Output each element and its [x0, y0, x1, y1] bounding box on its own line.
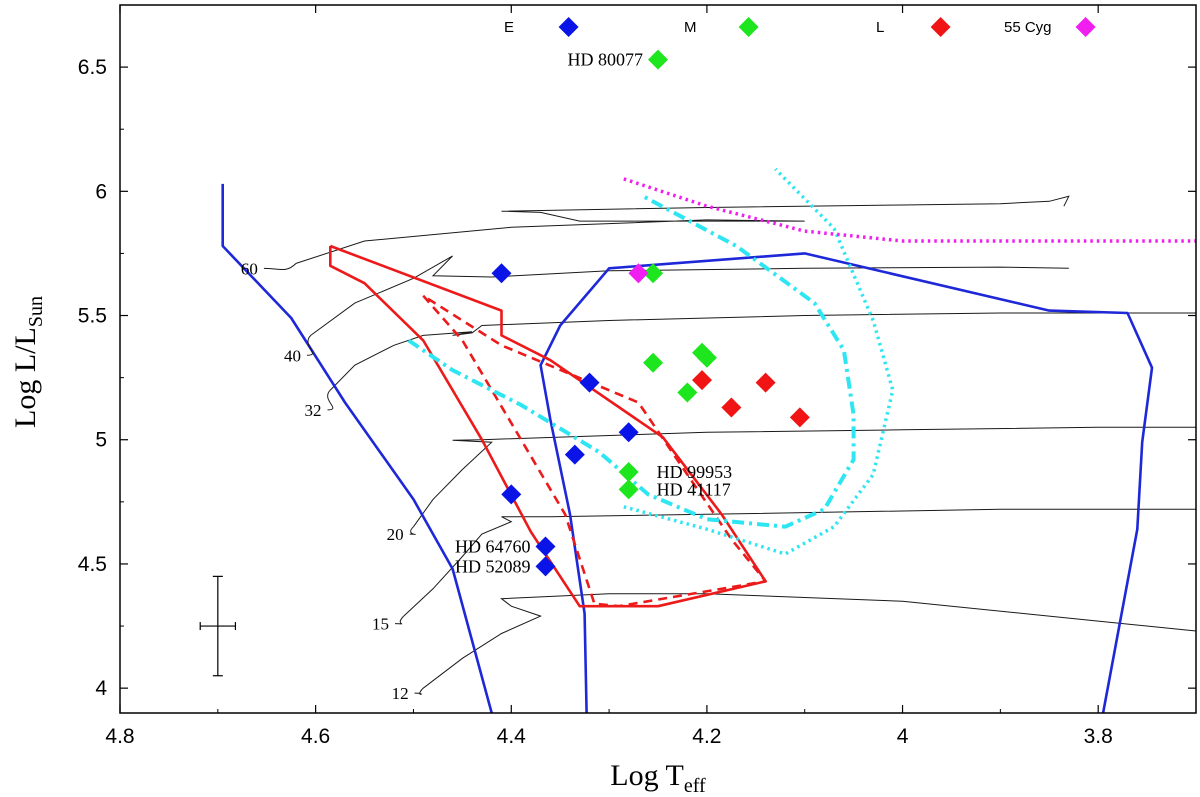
point-e: [501, 484, 522, 505]
data-points: [491, 49, 810, 577]
point-m: [643, 352, 664, 373]
line-cyan-dashdot: [407, 194, 856, 529]
point-m: [643, 263, 664, 284]
mass-label-20: 20: [387, 525, 404, 544]
track-20: [413, 426, 1196, 527]
point-e: [579, 372, 600, 393]
point-l: [789, 407, 810, 428]
line-magenta-dotted: [623, 177, 1196, 243]
point-m: [618, 462, 639, 483]
star-label: HD 80077: [568, 50, 644, 70]
mass-label-12: 12: [392, 684, 409, 703]
x-tick-label: 4: [897, 725, 909, 748]
y-tick-label: 4.5: [78, 553, 107, 576]
line-cyan-dotted: [623, 167, 895, 556]
x-axis-title-main: Log T: [610, 759, 684, 792]
legend-label: L: [876, 19, 884, 36]
track-60: [295, 195, 1070, 264]
point-e: [618, 422, 639, 443]
point-e: [535, 556, 556, 577]
dotted-lines: [407, 167, 1196, 556]
point-55-cyg: [628, 263, 649, 284]
mass-label-connector: [263, 263, 297, 271]
legend-label: E: [504, 19, 514, 36]
mass-label-40: 40: [284, 346, 301, 365]
legend-marker: [1075, 17, 1096, 37]
y-tick-label: 4: [95, 677, 107, 700]
track-32: [329, 312, 1196, 391]
legend-marker: [558, 17, 579, 37]
x-axis-title: Log Teff: [610, 759, 706, 797]
legend-marker: [738, 17, 759, 37]
mass-label-15: 15: [372, 615, 389, 634]
line-region-dashed: [422, 294, 767, 608]
legend-label: M: [684, 19, 697, 36]
star-label: HD 99953: [657, 462, 733, 482]
point-l: [755, 372, 776, 393]
mass-label-connector: [327, 389, 334, 411]
legend-label: 55 Cyg: [1004, 19, 1052, 36]
mass-label-60: 60: [241, 259, 258, 278]
error-bar: [199, 575, 237, 677]
x-tick-label: 4.8: [105, 725, 134, 748]
star-label: HD 64760: [455, 537, 531, 557]
x-axis-ticks: 4.8 4.6 4.4 4.2 4 3.8: [105, 5, 1113, 748]
star-label: HD 41117: [657, 479, 731, 499]
y-axis-title-sub: Sun: [25, 296, 47, 327]
point-l: [692, 370, 713, 391]
track-40: [310, 255, 1069, 336]
x-tick-label: 3.8: [1084, 725, 1113, 748]
point-e: [491, 263, 512, 284]
y-tick-label: 6: [95, 180, 107, 203]
track-15: [403, 508, 1196, 617]
x-tick-label: 4.4: [497, 725, 527, 748]
legend-marker: [930, 17, 951, 37]
star-label: HD 52089: [455, 556, 531, 576]
mass-label-32: 32: [305, 401, 322, 420]
mass-label-connector: [409, 526, 416, 535]
point-e: [564, 444, 585, 465]
y-tick-label: 5.5: [78, 305, 107, 328]
line-zams: [221, 183, 493, 714]
point-l: [721, 397, 742, 418]
y-axis-title-main: Log L/L: [9, 327, 42, 428]
point-e: [535, 536, 556, 557]
point-m: [618, 479, 639, 500]
y-axis-title: Log L/LSun: [9, 296, 47, 428]
plot-frame: [119, 4, 1197, 714]
track-12: [422, 593, 1197, 689]
x-tick-label: 4.6: [301, 725, 330, 748]
mass-label-connector: [394, 615, 405, 625]
y-axis-ticks: 4 4.5 5 5.5 6 6.5: [78, 56, 1196, 700]
evolutionary-tracks: [295, 195, 1197, 689]
legend: E M L 55 Cyg: [504, 17, 1096, 37]
x-tick-label: 4.2: [692, 725, 721, 748]
line-region-solid: [329, 244, 767, 608]
point-m: [648, 49, 668, 70]
point-m: [696, 347, 717, 368]
boundary-lines: [221, 183, 1154, 714]
y-tick-label: 6.5: [78, 56, 107, 79]
mass-labels: 60 40 32 20 15 12: [241, 259, 424, 703]
mass-label-connector: [414, 687, 424, 695]
x-axis-title-sub: eff: [684, 775, 706, 797]
line-contour: [539, 252, 1154, 714]
point-m: [677, 382, 698, 403]
mass-label-connector: [306, 335, 313, 356]
y-tick-label: 5: [95, 429, 107, 452]
